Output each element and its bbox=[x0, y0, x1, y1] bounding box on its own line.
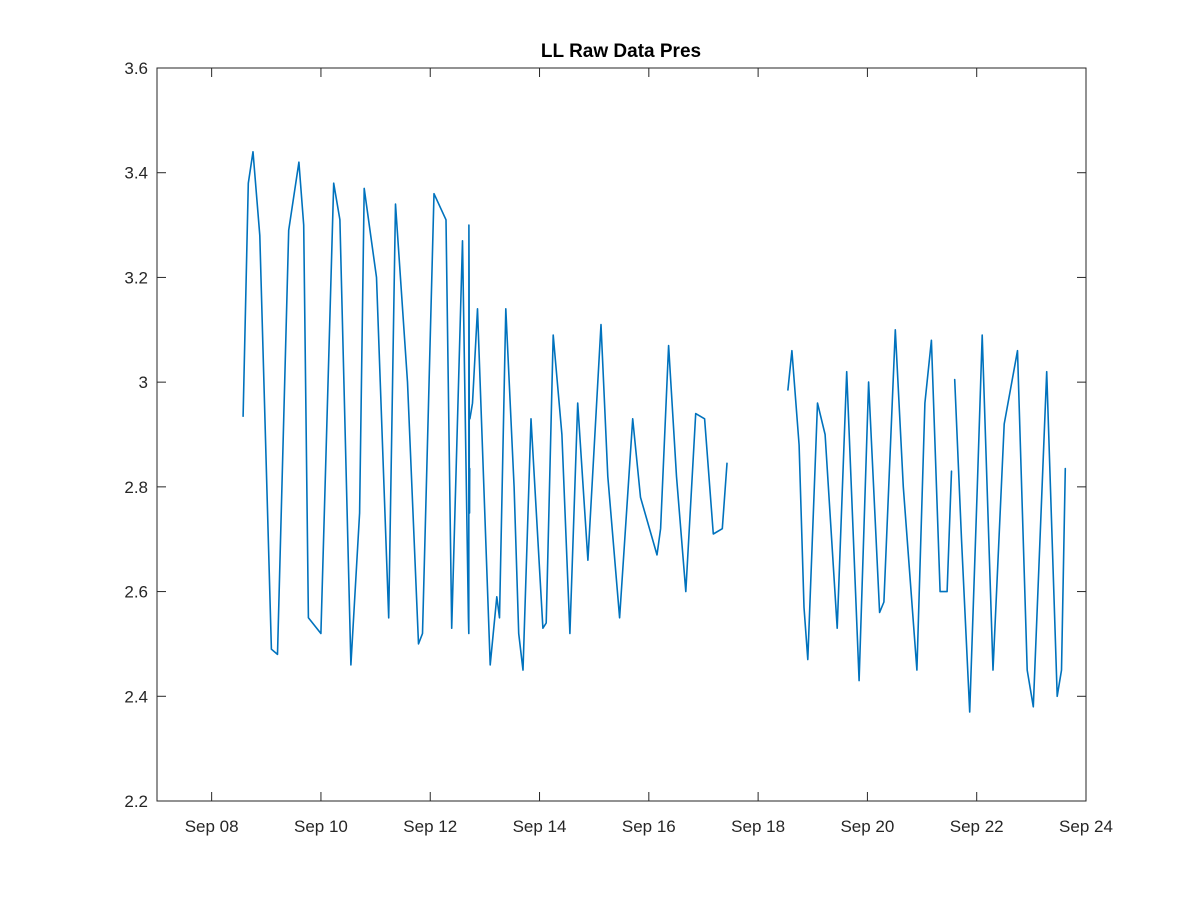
series-line-segment-3 bbox=[469, 307, 728, 671]
y-tick-label: 3.6 bbox=[124, 59, 148, 78]
y-tick-label: 3 bbox=[139, 373, 148, 392]
plot-area bbox=[157, 68, 1086, 801]
y-tick-label: 3.2 bbox=[124, 268, 148, 287]
x-tick-label: Sep 24 bbox=[1059, 817, 1113, 836]
x-tick-label: Sep 12 bbox=[403, 817, 457, 836]
series-line-segment-5 bbox=[953, 334, 1067, 713]
x-tick-label: Sep 16 bbox=[622, 817, 676, 836]
y-tick-label: 2.4 bbox=[124, 687, 148, 706]
y-tick-label: 3.4 bbox=[124, 164, 148, 183]
x-tick-label: Sep 14 bbox=[513, 817, 567, 836]
y-tick-label: 2.8 bbox=[124, 478, 148, 497]
x-tick-label: Sep 10 bbox=[294, 817, 348, 836]
x-tick-label: Sep 18 bbox=[731, 817, 785, 836]
x-tick-label: Sep 22 bbox=[950, 817, 1004, 836]
chart-title: LL Raw Data Pres bbox=[541, 41, 701, 62]
axes-layer: 2.2 2.4 2.6 2.8 3 3.2 3.4 3.6 Sep 08 Sep 10 Sep 12… bbox=[124, 59, 1113, 836]
y-tick-label: 2.2 bbox=[124, 792, 148, 811]
x-tick-label: Sep 08 bbox=[185, 817, 239, 836]
series-layer bbox=[242, 151, 1067, 713]
x-tick-label: Sep 20 bbox=[840, 817, 894, 836]
series-line-segment-1 bbox=[242, 151, 471, 666]
series-line-segment-4 bbox=[787, 328, 953, 682]
y-tick-label: 2.6 bbox=[124, 583, 148, 602]
axes-box bbox=[156, 67, 1087, 802]
